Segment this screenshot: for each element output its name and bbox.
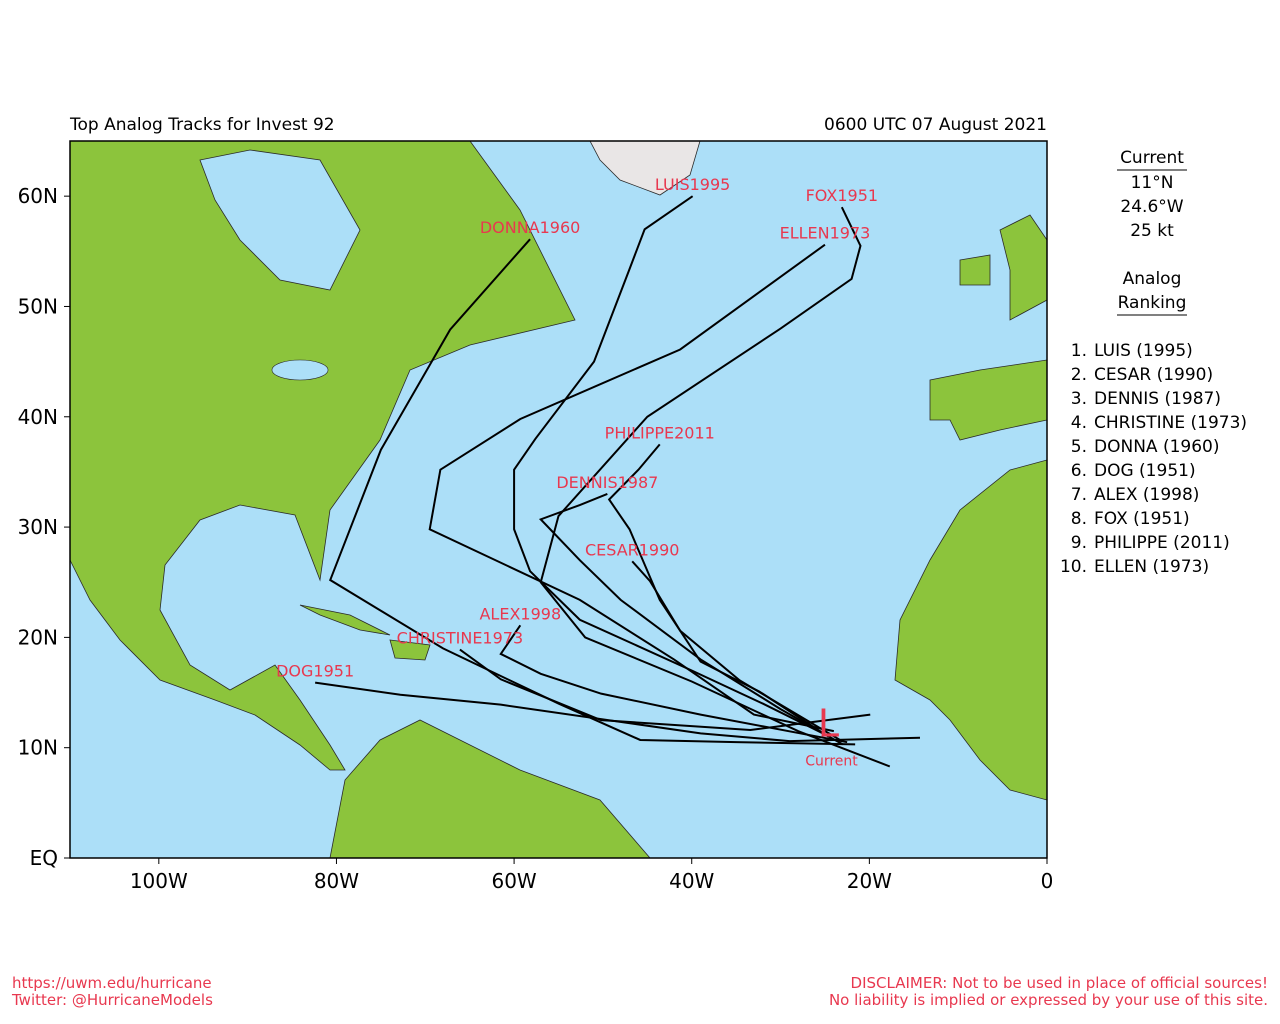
rank-number: 5. — [1071, 437, 1087, 457]
map-frame — [69, 140, 1048, 859]
y-tick-label: EQ — [30, 846, 58, 870]
track-label: DONNA1960 — [480, 218, 581, 237]
rank-number: 8. — [1071, 509, 1087, 529]
rank-number: 9. — [1071, 533, 1087, 553]
info-title: Current — [1120, 148, 1184, 168]
track — [459, 648, 871, 732]
rank-name: DENNIS (1987) — [1094, 389, 1221, 409]
track-label: ALEX1998 — [479, 604, 561, 623]
rank-name: ALEX (1998) — [1094, 485, 1199, 505]
hispaniola — [389, 639, 431, 661]
great-lakes — [271, 359, 329, 381]
x-tick-label: 80W — [314, 869, 359, 893]
rank-number: 4. — [1071, 413, 1087, 433]
y-tick-label: 50N — [18, 294, 58, 318]
x-tick-label: 60W — [491, 869, 536, 893]
rank-name: DONNA (1960) — [1094, 437, 1219, 457]
track — [499, 624, 848, 744]
track-label: ELLEN1973 — [780, 224, 871, 243]
greenland — [589, 141, 701, 196]
disclaimer: No liability is implied or expressed by … — [829, 991, 1268, 1009]
info-wind: 25 kt — [1130, 221, 1174, 241]
track-label: DENNIS1987 — [556, 473, 658, 492]
disclaimer: DISCLAIMER: Not to be used in place of o… — [851, 974, 1268, 992]
x-tick-label: 100W — [130, 869, 188, 893]
rank-name: CHRISTINE (1973) — [1094, 413, 1247, 433]
track-label: CESAR1990 — [585, 540, 680, 559]
rank-number: 2. — [1071, 365, 1087, 385]
rank-name: CESAR (1990) — [1094, 365, 1213, 385]
x-tick-label: 40W — [669, 869, 714, 893]
y-tick-label: 10N — [18, 736, 58, 760]
africa — [894, 459, 1047, 801]
track-label: CHRISTINE1973 — [397, 629, 523, 648]
track — [428, 243, 835, 733]
rank-name: FOX (1951) — [1094, 509, 1190, 529]
ranking-title: Ranking — [1118, 293, 1187, 313]
time: 0600 UTC 07 August 2021 — [824, 115, 1047, 135]
rank-number: 10. — [1060, 557, 1087, 577]
track-label: PHILIPPE2011 — [605, 423, 715, 442]
north-america — [70, 141, 576, 771]
y-tick-label: 40N — [18, 405, 58, 429]
south-america — [329, 719, 651, 858]
ranking-title: Analog — [1123, 269, 1182, 289]
y-tick-label: 20N — [18, 625, 58, 649]
rank-number: 6. — [1071, 461, 1087, 481]
track-label: FOX1951 — [806, 186, 878, 205]
y-tick-label: 60N — [18, 184, 58, 208]
track-label: LUIS1995 — [655, 175, 730, 194]
title: Top Analog Tracks for Invest 92 — [69, 115, 335, 135]
rank-name: LUIS (1995) — [1094, 341, 1193, 361]
track — [314, 681, 921, 743]
basemap — [70, 141, 1047, 858]
cuba — [299, 604, 391, 636]
hudson-bay — [199, 149, 361, 291]
track-label: DOG1951 — [276, 662, 354, 681]
ireland — [959, 254, 991, 286]
footer-url: https://uwm.edu/hurricane — [12, 974, 212, 992]
great-britain — [999, 214, 1047, 321]
footer-twitter: Twitter: @HurricaneModels — [11, 991, 213, 1009]
current-marker: L — [818, 702, 839, 746]
rank-name: PHILIPPE (2011) — [1094, 533, 1230, 553]
track — [513, 195, 830, 738]
y-tick-label: 30N — [18, 515, 58, 539]
iberia — [929, 359, 1047, 441]
x-tick-label: 0 — [1041, 869, 1054, 893]
tracks: LUIS1995 FOX1951 DONNA1960 ELLEN1973 PHILIPP… — [276, 175, 921, 770]
track — [329, 238, 856, 746]
rank-number: 7. — [1071, 485, 1087, 505]
rank-number: 3. — [1071, 389, 1087, 409]
current-label: Current — [805, 754, 858, 770]
rank-name: DOG (1951) — [1094, 461, 1196, 481]
track — [538, 493, 844, 746]
track — [539, 206, 891, 768]
rank-name: ELLEN (1973) — [1094, 557, 1209, 577]
info-lon: 24.6°W — [1120, 197, 1183, 217]
x-tick-label: 20W — [847, 869, 892, 893]
track — [631, 560, 841, 741]
rank-number: 1. — [1071, 341, 1087, 361]
info-lat: 11°N — [1131, 173, 1174, 193]
